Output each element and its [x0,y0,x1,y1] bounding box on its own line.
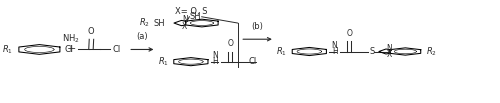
Text: N: N [331,41,337,50]
Text: O: O [346,29,352,38]
Text: $R_2$: $R_2$ [426,45,436,58]
Text: $R_1$: $R_1$ [158,55,168,68]
Text: N: N [212,51,218,60]
Text: S: S [370,47,375,56]
Text: H: H [212,57,218,66]
Text: N: N [182,15,188,24]
Text: Cl: Cl [113,45,121,54]
Text: H: H [332,47,338,56]
Text: SH: SH [154,19,165,28]
Text: SH: SH [190,12,201,21]
Text: $R_1$: $R_1$ [2,43,13,56]
Text: $R_2$: $R_2$ [139,17,150,29]
Text: +: + [68,44,76,54]
Text: O: O [88,27,94,36]
Text: (b): (b) [252,22,264,30]
Text: (a): (a) [136,32,148,41]
Text: X: X [386,50,392,59]
Text: Cl: Cl [64,45,73,54]
Text: N: N [386,44,392,53]
Text: NH$_2$: NH$_2$ [62,33,80,45]
Text: X: X [182,22,187,31]
Text: O: O [228,39,234,48]
Text: $R_1$: $R_1$ [276,45,287,58]
Text: X= O, S: X= O, S [176,6,208,16]
Text: Cl: Cl [248,57,256,66]
